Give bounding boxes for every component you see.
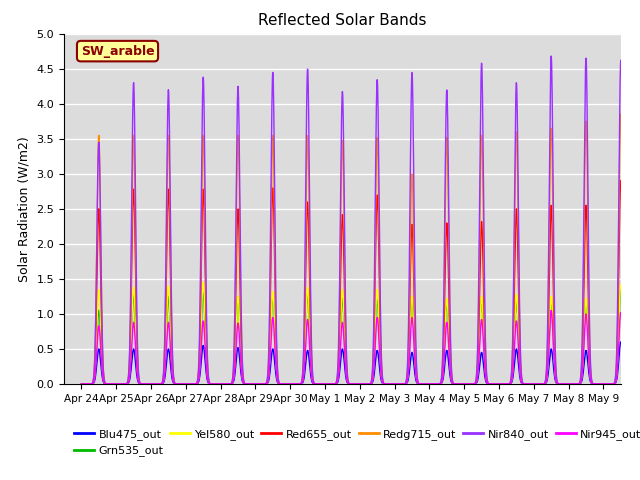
Grn535_out bbox=[253, 381, 261, 387]
Red655_out bbox=[559, 381, 566, 387]
Nir945_out bbox=[547, 308, 555, 313]
Nir840_out bbox=[559, 381, 567, 387]
Red655_out bbox=[394, 381, 401, 387]
Line: Nir945_out: Nir945_out bbox=[81, 311, 638, 384]
Nir840_out bbox=[394, 381, 401, 387]
Line: Nir840_out: Nir840_out bbox=[81, 56, 638, 384]
Red655_out bbox=[627, 381, 634, 387]
Yel580_out bbox=[627, 381, 634, 387]
Legend: Blu475_out, Grn535_out, Yel580_out, Red655_out, Redg715_out, Nir840_out, Nir945_: Blu475_out, Grn535_out, Yel580_out, Red6… bbox=[70, 425, 640, 461]
Yel580_out bbox=[559, 381, 567, 387]
Red655_out bbox=[77, 381, 85, 387]
Redg715_out bbox=[527, 381, 535, 387]
Nir840_out bbox=[627, 381, 634, 387]
Y-axis label: Solar Radiation (W/m2): Solar Radiation (W/m2) bbox=[18, 136, 31, 282]
Yel580_out bbox=[77, 381, 85, 387]
Line: Red655_out: Red655_out bbox=[81, 181, 638, 384]
Red655_out bbox=[617, 178, 625, 184]
Nir945_out bbox=[559, 381, 567, 387]
Text: SW_arable: SW_arable bbox=[81, 45, 154, 58]
Nir945_out bbox=[527, 381, 535, 387]
Red655_out bbox=[527, 381, 535, 387]
Red655_out bbox=[133, 341, 141, 347]
Grn535_out bbox=[617, 287, 625, 292]
Grn535_out bbox=[559, 381, 566, 387]
Yel580_out bbox=[253, 381, 261, 387]
Nir840_out bbox=[547, 53, 555, 59]
Blu475_out bbox=[617, 339, 625, 345]
Nir840_out bbox=[527, 381, 535, 387]
Redg715_out bbox=[627, 381, 634, 387]
Yel580_out bbox=[394, 381, 401, 387]
Yel580_out bbox=[200, 279, 207, 285]
Nir945_out bbox=[77, 381, 85, 387]
Red655_out bbox=[253, 381, 261, 387]
Blu475_out bbox=[253, 381, 261, 387]
Line: Grn535_out: Grn535_out bbox=[81, 289, 638, 384]
Blu475_out bbox=[77, 381, 85, 387]
Redg715_out bbox=[634, 381, 640, 387]
Yel580_out bbox=[133, 361, 141, 367]
Grn535_out bbox=[634, 381, 640, 387]
Nir945_out bbox=[634, 381, 640, 387]
Blu475_out bbox=[634, 381, 640, 387]
Redg715_out bbox=[133, 330, 141, 336]
Redg715_out bbox=[559, 381, 566, 387]
Blu475_out bbox=[527, 381, 535, 387]
Grn535_out bbox=[77, 381, 85, 387]
Redg715_out bbox=[77, 381, 85, 387]
Grn535_out bbox=[394, 381, 401, 387]
Blu475_out bbox=[133, 374, 141, 380]
Blu475_out bbox=[394, 381, 401, 387]
Yel580_out bbox=[634, 381, 640, 387]
Redg715_out bbox=[394, 381, 401, 387]
Nir945_out bbox=[627, 381, 634, 387]
Line: Yel580_out: Yel580_out bbox=[81, 282, 638, 384]
Red655_out bbox=[634, 381, 640, 387]
Nir945_out bbox=[133, 369, 141, 374]
Nir945_out bbox=[394, 381, 401, 387]
Blu475_out bbox=[559, 381, 566, 387]
Grn535_out bbox=[627, 381, 634, 387]
Nir945_out bbox=[253, 381, 261, 387]
Nir840_out bbox=[253, 381, 261, 387]
Redg715_out bbox=[253, 381, 261, 387]
Grn535_out bbox=[527, 381, 535, 387]
Grn535_out bbox=[133, 363, 141, 369]
Yel580_out bbox=[528, 381, 536, 387]
Nir840_out bbox=[77, 381, 85, 387]
Redg715_out bbox=[617, 111, 625, 117]
Nir840_out bbox=[634, 381, 640, 387]
Line: Blu475_out: Blu475_out bbox=[81, 342, 638, 384]
Title: Reflected Solar Bands: Reflected Solar Bands bbox=[258, 13, 427, 28]
Blu475_out bbox=[627, 381, 634, 387]
Nir840_out bbox=[133, 319, 141, 325]
Line: Redg715_out: Redg715_out bbox=[81, 114, 638, 384]
